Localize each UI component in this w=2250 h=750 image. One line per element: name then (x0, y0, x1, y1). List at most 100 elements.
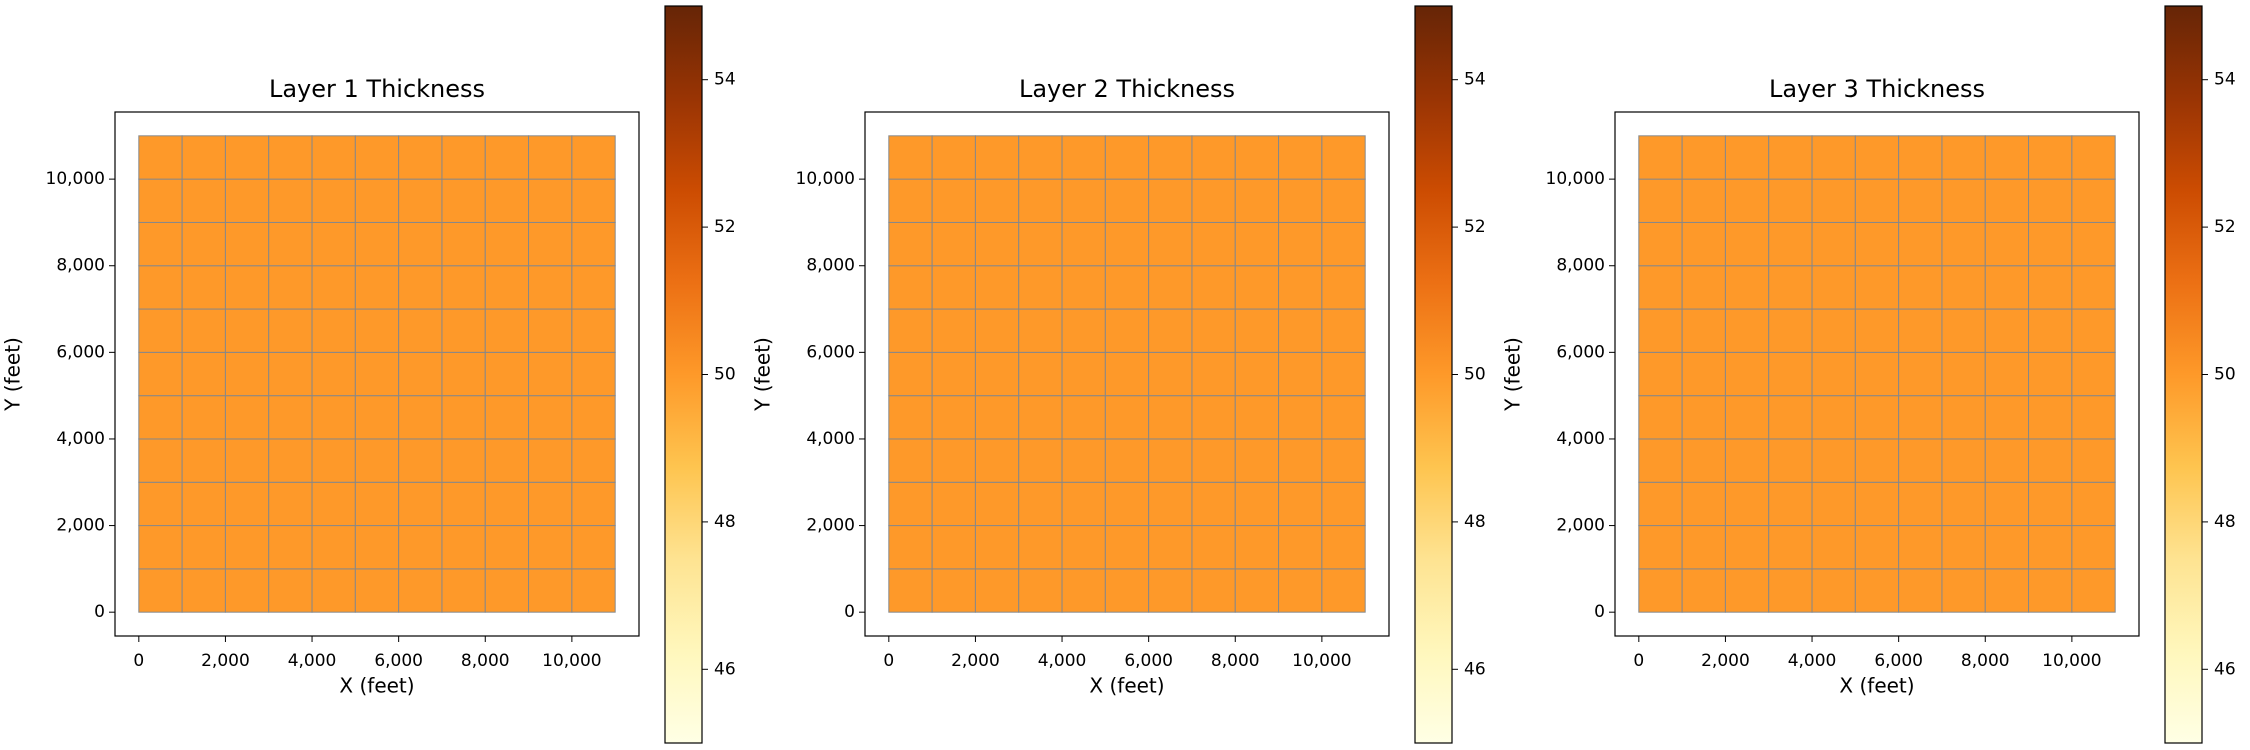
cell (1148, 481, 1193, 527)
cell (1278, 265, 1323, 310)
cell (2028, 525, 2073, 570)
cell (1984, 351, 2030, 397)
cell (974, 135, 1020, 180)
cell (1984, 525, 2030, 570)
cell (1278, 395, 1323, 440)
colorbar-tick-label: 54 (2214, 70, 2236, 90)
cell (354, 481, 400, 527)
cell (1321, 568, 1366, 613)
cell (1724, 265, 1770, 310)
cell (2028, 308, 2073, 353)
cell (354, 178, 400, 223)
cell (398, 525, 443, 570)
cell (2028, 481, 2073, 527)
cell (354, 525, 400, 570)
cell (1191, 351, 1236, 397)
cell (1681, 525, 1726, 570)
cell (571, 308, 616, 353)
cell (311, 525, 356, 570)
cell (1191, 135, 1236, 180)
cell (2071, 178, 2116, 223)
cell (571, 221, 616, 267)
cell (931, 221, 976, 267)
y-tick-label: 0 (1594, 602, 1605, 622)
cell (1898, 351, 1943, 397)
cell (1638, 395, 1683, 440)
cell (1724, 308, 1770, 353)
cell (571, 351, 616, 397)
cell (1681, 221, 1726, 267)
cell (1768, 351, 1813, 397)
cell (2071, 395, 2116, 440)
cell (484, 568, 530, 613)
cell (1854, 308, 1900, 353)
colorbar-tick-label: 52 (2214, 217, 2236, 237)
cell (138, 395, 183, 440)
x-tick-label: 4,000 (1038, 651, 1087, 671)
cell (1638, 438, 1683, 483)
cell (398, 438, 443, 483)
y-tick-label: 4,000 (806, 429, 855, 449)
cell (1018, 481, 1063, 527)
panel: Layer 1 Thickness X (feet) Y (feet) 0 2,000 4… (1, 5, 736, 744)
cell (1811, 481, 1856, 527)
cell (1278, 438, 1323, 483)
cell (1941, 395, 1986, 440)
cell (181, 568, 226, 613)
cell (1191, 178, 1236, 223)
x-tick-label: 4,000 (1788, 651, 1837, 671)
cell (931, 351, 976, 397)
cell (888, 438, 933, 483)
cell (1278, 135, 1323, 180)
cell (484, 438, 530, 483)
cell (354, 221, 400, 267)
cell (1984, 568, 2030, 613)
cell (571, 481, 616, 527)
cell (2071, 525, 2116, 570)
cell (1234, 525, 1280, 570)
cell (974, 265, 1020, 310)
cell (441, 221, 486, 267)
cell (1104, 525, 1150, 570)
cell (441, 395, 486, 440)
cell (1278, 308, 1323, 353)
x-tick-label: 10,000 (2042, 651, 2101, 671)
y-axis-label: Y (feet) (1, 337, 25, 412)
cell (1898, 438, 1943, 483)
cell (1061, 265, 1106, 310)
cell (1724, 221, 1770, 267)
cell (484, 481, 530, 527)
cell (1854, 221, 1900, 267)
cell (1681, 351, 1726, 397)
cell (1724, 178, 1770, 223)
plot-frame (864, 111, 1390, 637)
cell (1811, 395, 1856, 440)
cell (931, 481, 976, 527)
cell (1941, 221, 1986, 267)
x-tick-label: 8,000 (461, 651, 510, 671)
cell (571, 525, 616, 570)
cell (528, 308, 573, 353)
cell (311, 221, 356, 267)
cell (268, 351, 313, 397)
cell (1941, 568, 1986, 613)
cell (1321, 308, 1366, 353)
chart-title: Layer 3 Thickness (1769, 75, 1985, 103)
cell (224, 308, 270, 353)
cell (2071, 481, 2116, 527)
cell (1724, 395, 1770, 440)
cell (2071, 221, 2116, 267)
cell (974, 178, 1020, 223)
cell (1234, 308, 1280, 353)
y-tick-label: 6,000 (1556, 342, 1605, 362)
cell (1061, 568, 1106, 613)
cell (181, 265, 226, 310)
y-axis-label: Y (feet) (1501, 337, 1525, 412)
cell (1811, 438, 1856, 483)
cell (138, 481, 183, 527)
cell (1854, 178, 1900, 223)
cell (888, 395, 933, 440)
cell (398, 265, 443, 310)
cell (1768, 178, 1813, 223)
cell (484, 525, 530, 570)
